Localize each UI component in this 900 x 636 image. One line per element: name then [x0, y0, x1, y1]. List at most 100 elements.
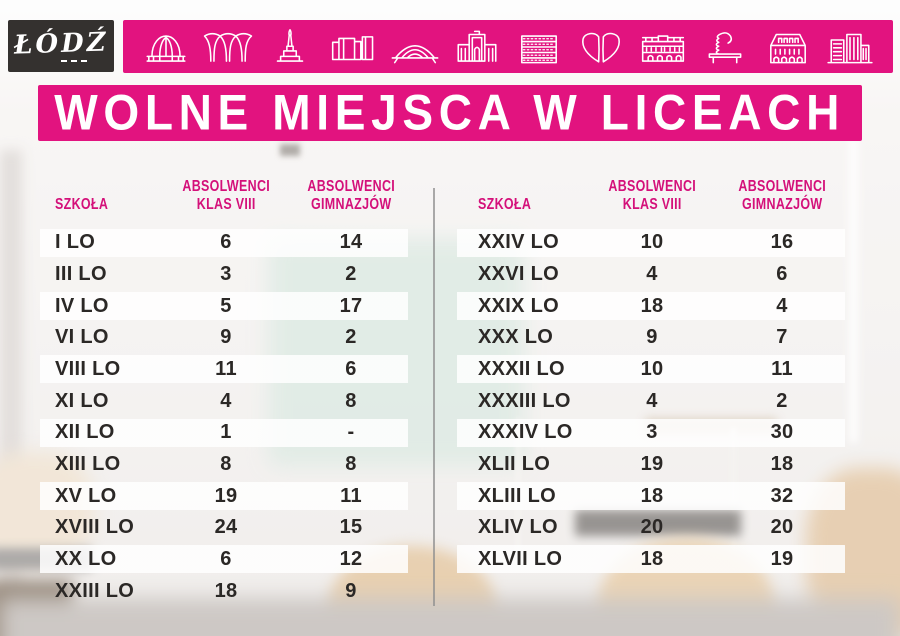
column-header-gimnazjow: ABSOLWENCI GIMNAZJÓW — [738, 178, 826, 214]
school-name: XXIII LO — [55, 579, 135, 602]
table-row: XXXIV LO 3 30 — [457, 416, 845, 449]
gimnazjum-count: 16 — [770, 231, 794, 254]
school-name: XXIV LO — [478, 231, 560, 254]
table-left-header: SZKOŁA ABSOLWENCI KLAS VIII ABSOLWENCI GIM… — [40, 170, 408, 214]
logo-dashes-decoration — [61, 59, 87, 62]
spiral-bench-icon — [709, 31, 742, 63]
gimnazjum-count: 32 — [770, 484, 794, 507]
gimnazjum-count: 19 — [770, 547, 794, 570]
gimnazjum-count: 4 — [776, 294, 788, 317]
table-left-rows: I LO 6 14 III LO 3 2 IV LO 5 17 VI LO 9 2 VIII LO 11 6… — [40, 227, 408, 607]
school-name: XLII LO — [478, 452, 551, 475]
school-name: I LO — [55, 231, 96, 254]
klas-viii-count: 18 — [640, 547, 664, 570]
klas-viii-count: 18 — [640, 484, 664, 507]
klas-viii-count: 19 — [640, 452, 664, 475]
table-row: XLVII LO 18 19 — [457, 543, 845, 576]
lodz-logo-text: ŁÓDŹ — [13, 26, 109, 61]
gimnazjum-count: 30 — [770, 421, 794, 444]
school-name: XXXII LO — [478, 357, 565, 380]
gate-building-icon — [457, 30, 497, 62]
column-header-gimnazjow: ABSOLWENCI GIMNAZJÓW — [307, 178, 395, 214]
table-row: XVIII LO 24 15 — [40, 512, 408, 544]
klas-viii-count: 5 — [220, 294, 232, 317]
striped-factory-icon — [521, 34, 557, 63]
column-header-klas-viii: ABSOLWENCI KLAS VIII — [182, 178, 270, 214]
table-left: SZKOŁA ABSOLWENCI KLAS VIII ABSOLWENCI GIM… — [40, 170, 408, 607]
school-name: VI LO — [55, 326, 109, 349]
klas-viii-count: 18 — [214, 579, 238, 602]
klas-viii-count: 24 — [214, 516, 238, 539]
page-title: WOLNE MIEJSCA W LICEACH — [54, 84, 846, 141]
table-row: XXVI LO 4 6 — [457, 259, 845, 291]
lodz-logo: ŁÓDŹ — [8, 20, 114, 72]
gimnazjum-count: 9 — [345, 579, 357, 602]
table-right: SZKOŁA ABSOLWENCI KLAS VIII ABSOLWENCI GIM… — [457, 170, 845, 576]
school-name: XVIII LO — [55, 516, 135, 539]
gimnazjum-count: 18 — [770, 452, 794, 475]
school-name: III LO — [55, 262, 107, 285]
table-right-header: SZKOŁA ABSOLWENCI KLAS VIII ABSOLWENCI GIM… — [457, 170, 845, 214]
background-shape — [0, 598, 900, 636]
klas-viii-count: 3 — [646, 421, 658, 444]
table-row: XXX LO 9 7 — [457, 322, 845, 354]
table-row: XV LO 19 11 — [40, 480, 408, 512]
dome-hall-icon — [146, 34, 186, 62]
klas-viii-count: 4 — [646, 389, 658, 412]
gimnazjum-count: 2 — [345, 326, 357, 349]
gimnazjum-count: 14 — [339, 231, 363, 254]
table-row: XLIII LO 18 32 — [457, 480, 845, 512]
school-name: XV LO — [55, 484, 117, 507]
split-heart-icon — [582, 32, 621, 63]
table-row: XI LO 4 8 — [40, 385, 408, 417]
school-name: XXXIII LO — [478, 389, 571, 412]
gimnazjum-count: 11 — [771, 357, 793, 380]
table-row: XX LO 6 12 — [40, 543, 408, 576]
table-row: VI LO 9 2 — [40, 322, 408, 354]
office-towers-icon — [827, 33, 873, 63]
column-header-klas-viii: ABSOLWENCI KLAS VIII — [608, 178, 696, 214]
gimnazjum-count: 7 — [776, 326, 788, 349]
arena-icon — [391, 44, 439, 63]
table-right-rows: XXIV LO 10 16 XXVI LO 4 6 XXIX LO 18 4 XXX LO 9 7 XX… — [457, 227, 845, 576]
arch-canopy-icon — [204, 32, 253, 62]
klas-viii-count: 9 — [646, 326, 658, 349]
background-shape — [849, 138, 858, 443]
gimnazjum-count: 6 — [345, 357, 357, 380]
gimnazjum-count: 8 — [345, 452, 357, 475]
table-row: XXXIII LO 4 2 — [457, 385, 845, 417]
klas-viii-count: 19 — [214, 484, 238, 507]
title-banner: WOLNE MIEJSCA W LICEACH — [38, 85, 862, 141]
klas-viii-count: 18 — [640, 294, 664, 317]
gimnazjum-count: 12 — [339, 547, 363, 570]
table-row: XLII LO 19 18 — [457, 449, 845, 481]
klas-viii-count: 9 — [220, 326, 232, 349]
column-header-school: SZKOŁA — [55, 196, 109, 214]
monument-icon — [277, 28, 304, 62]
school-name: IV LO — [55, 294, 109, 317]
column-header-school: SZKOŁA — [478, 196, 532, 214]
table-row: XII LO 1 - — [40, 416, 408, 449]
school-name: XXX LO — [478, 326, 554, 349]
school-name: VIII LO — [55, 357, 121, 380]
school-name: XI LO — [55, 389, 109, 412]
mansard-villa-icon — [769, 33, 806, 63]
background-shape — [575, 510, 741, 536]
school-name: XLIV LO — [478, 516, 558, 539]
table-row: XXXII LO 10 11 — [457, 353, 845, 386]
school-name: XXXIV LO — [478, 421, 573, 444]
gimnazjum-count: 8 — [345, 389, 357, 412]
gimnazjum-count: 2 — [776, 389, 788, 412]
gimnazjum-count: - — [347, 421, 355, 444]
school-name: XLVII LO — [478, 547, 563, 570]
school-name: XX LO — [55, 547, 117, 570]
school-name: XIII LO — [55, 452, 121, 475]
gimnazjum-count: 17 — [339, 294, 363, 317]
palace-icon — [642, 34, 685, 62]
klas-viii-count: 20 — [640, 516, 664, 539]
table-row: I LO 6 14 — [40, 227, 408, 259]
school-name: XLIII LO — [478, 484, 556, 507]
background-shape — [280, 144, 300, 156]
